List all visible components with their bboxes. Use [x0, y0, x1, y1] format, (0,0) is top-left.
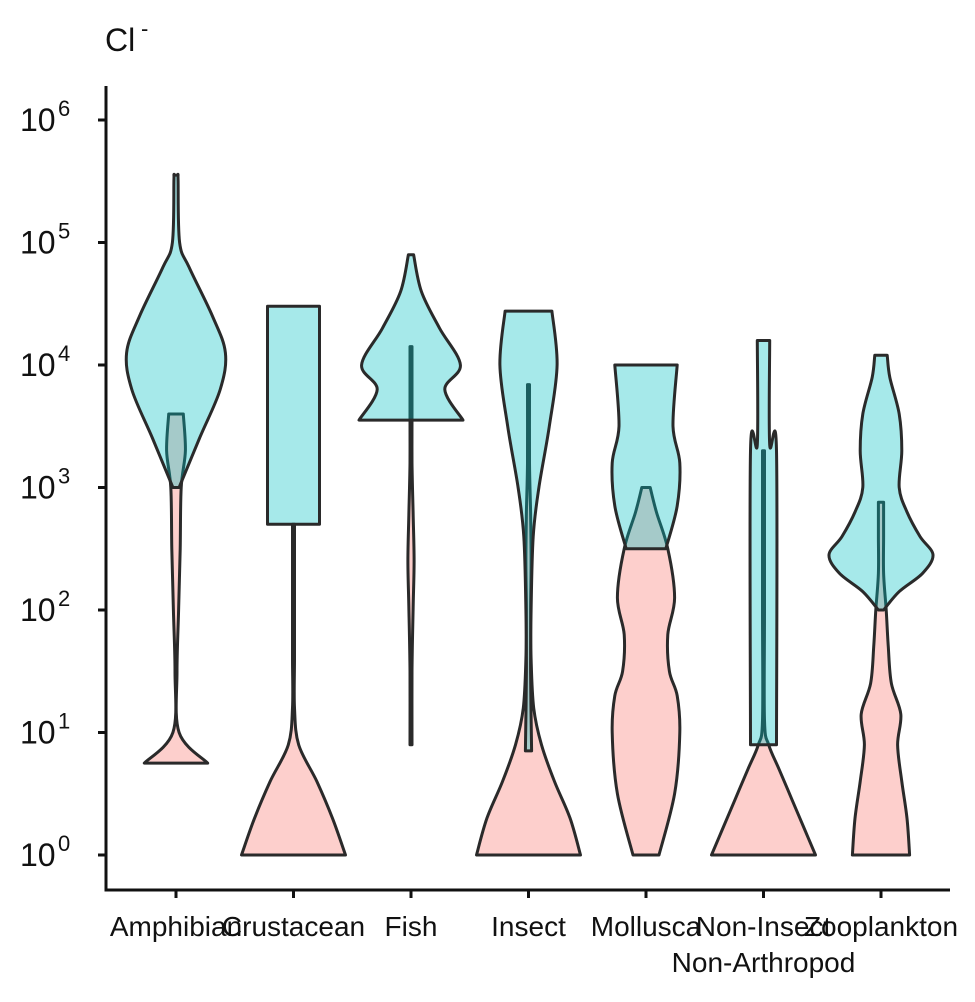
violin-a-0	[142, 412, 210, 765]
y-tick-label: 10	[20, 715, 56, 751]
violin-b-0	[124, 172, 228, 489]
violin-a-5	[710, 449, 817, 857]
violin-b-6	[827, 353, 935, 612]
violin-a-6	[850, 500, 912, 857]
violin-layer	[124, 172, 935, 857]
y-tick-exponent: 2	[58, 586, 70, 611]
x-tick-label: Mollusca	[591, 911, 702, 942]
y-tick-exponent: 1	[58, 709, 70, 734]
violin-a-3	[475, 383, 582, 857]
x-tick-label: Fish	[385, 911, 438, 942]
x-tick-label: Amphibian	[110, 911, 242, 942]
violin-a-2	[406, 345, 416, 747]
violin-a-4	[610, 486, 682, 857]
violin-a-1	[240, 522, 347, 857]
x-tick-label: Zooplankton	[804, 911, 958, 942]
title-text: Cl	[105, 22, 135, 58]
y-tick-exponent: 6	[58, 96, 70, 121]
chart-title: Cl -	[105, 16, 148, 58]
violin-b-4	[610, 363, 682, 551]
y-tick-label: 10	[20, 102, 56, 138]
y-tick-label: 10	[20, 592, 56, 628]
x-tick-label: Non-Insect	[696, 911, 832, 942]
y-tick-exponent: 0	[58, 831, 70, 856]
violin-b-3	[498, 309, 559, 753]
violin-b-1	[266, 304, 322, 526]
y-tick-exponent: 4	[58, 341, 70, 366]
y-tick-exponent: 5	[58, 219, 70, 244]
x-tick-label: Insect	[491, 911, 566, 942]
violin-b-2	[357, 253, 465, 422]
violin-b-5	[748, 339, 779, 747]
x-tick-label: Crustacean	[222, 911, 365, 942]
y-tick-label: 10	[20, 470, 56, 506]
y-tick-label: 10	[20, 347, 56, 383]
title-superscript: -	[141, 16, 148, 41]
y-tick-label: 10	[20, 837, 56, 873]
x-tick-label-line2: Non-Arthropod	[672, 947, 856, 978]
y-tick-exponent: 3	[58, 464, 70, 489]
y-tick-label: 10	[20, 225, 56, 261]
